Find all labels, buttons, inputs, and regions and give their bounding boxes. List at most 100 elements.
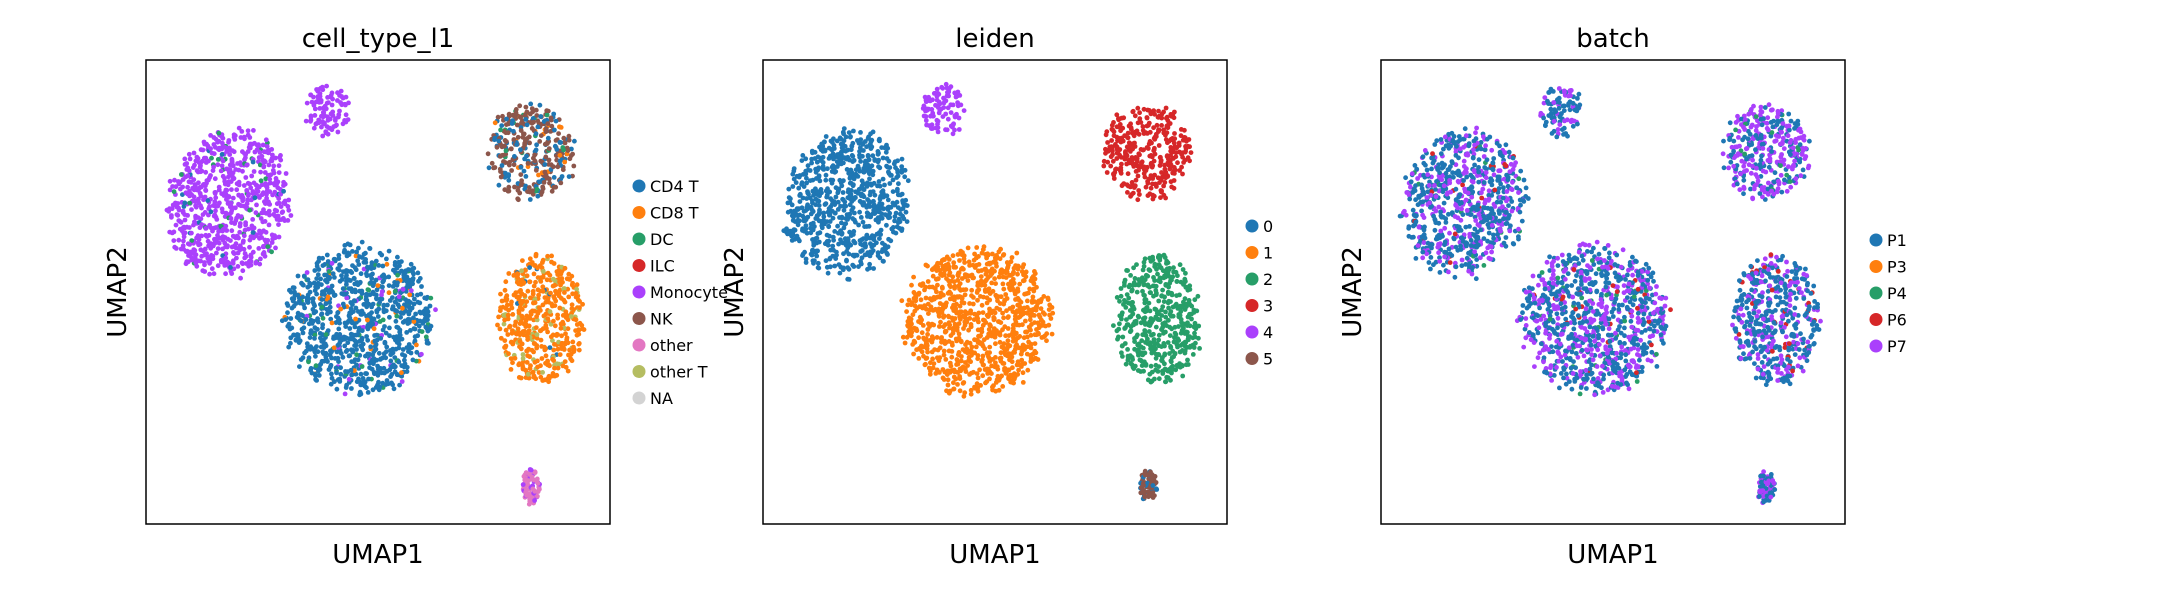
data-point [283,171,289,176]
data-point [515,196,521,202]
data-point [242,255,248,261]
data-point [224,187,230,193]
data-point [334,370,339,376]
data-point [850,252,856,258]
data-point [948,84,954,90]
data-point [523,104,529,110]
data-point [912,308,918,314]
data-point [935,91,941,96]
data-point [338,306,344,312]
data-point [573,291,579,296]
data-point [527,265,532,270]
data-point [1010,325,1016,331]
data-point [529,347,535,353]
data-point [323,332,329,337]
data-point [333,320,339,325]
data-point [562,140,567,145]
data-point [993,360,998,366]
data-point [259,153,265,159]
data-point [344,253,350,259]
data-point [820,164,826,169]
data-point [535,493,540,499]
data-point [502,138,508,143]
data-point [266,162,272,168]
data-point [941,352,947,358]
data-point [1028,332,1034,338]
data-point [289,296,295,302]
data-point [286,344,292,350]
data-point [495,322,500,328]
data-point [1030,294,1036,300]
data-point [502,317,507,323]
data-point [1132,113,1138,119]
data-point [386,283,392,288]
data-point [236,125,242,131]
data-point [519,268,524,274]
data-point [538,279,544,284]
data-point [786,230,791,236]
data-point [252,195,258,201]
data-point [1110,152,1115,158]
data-point [366,351,372,357]
data-point [890,177,896,183]
data-point [863,244,868,250]
data-point [309,370,315,376]
data-point [238,245,244,250]
data-point [924,341,930,347]
data-point [530,486,536,492]
data-point [497,154,503,159]
data-point [1181,160,1186,165]
data-point [877,196,883,202]
data-point [925,263,930,269]
data-point [525,334,530,340]
data-point [933,102,938,108]
data-point [789,202,795,208]
data-point [846,251,852,257]
data-point [813,202,819,208]
data-point [831,237,836,243]
data-point [337,93,342,98]
data-point [357,254,362,260]
data-point [230,195,236,201]
data-point [952,283,958,289]
data-point [870,153,876,159]
data-point [225,243,230,249]
data-point [372,347,378,353]
data-point [949,315,955,321]
data-point [948,284,953,290]
data-point [535,265,540,271]
data-point [274,201,280,207]
data-point [343,385,349,390]
data-point [990,251,995,257]
data-point [918,297,924,303]
data-point [885,164,890,170]
data-point [998,320,1004,325]
data-point [496,138,502,144]
data-point [558,140,563,145]
data-point [832,202,838,208]
data-point [192,162,197,168]
data-point [504,296,510,302]
data-point [941,270,947,276]
data-point [192,219,197,225]
data-point [912,339,918,345]
data-point [1020,342,1026,348]
data-point [526,375,531,381]
data-point [1117,321,1122,327]
data-point [506,177,512,183]
data-point [301,325,307,331]
data-point [829,164,835,170]
data-point [882,182,887,188]
data-point [1012,331,1018,337]
data-point [916,335,921,341]
data-point [979,326,985,332]
data-point [1131,141,1137,147]
data-point [297,364,302,369]
data-point [822,202,828,207]
data-point [287,326,293,332]
data-point [499,163,505,168]
data-point [260,142,266,148]
data-point [314,378,319,383]
data-point [826,224,832,230]
data-point [814,159,820,165]
